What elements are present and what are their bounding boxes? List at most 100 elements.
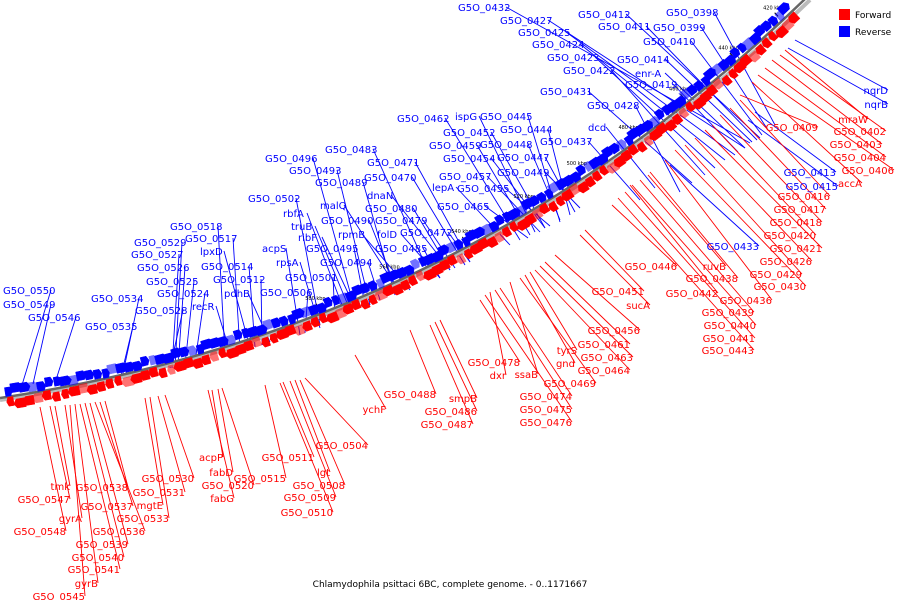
reverse-leader-line [587, 90, 693, 184]
tick-label: 440 kbp [718, 46, 738, 52]
reverse-gene-label: G5O_0472 [400, 228, 452, 239]
forward-feature-arrow [192, 357, 204, 369]
forward-leader-line [99, 401, 134, 507]
reverse-feature-arrow [493, 214, 505, 226]
reverse-gene-label: ribF [298, 233, 317, 244]
legend-forward-label: Forward [855, 11, 891, 21]
forward-leader-line [751, 81, 863, 184]
forward-gene-label: G5O_0417 [774, 205, 826, 216]
forward-gene-label: G5O_0463 [581, 353, 633, 364]
forward-feature-arrow [781, 18, 795, 31]
reverse-gene-label: G5O_0424 [532, 40, 584, 51]
forward-feature-arrow [351, 298, 362, 311]
reverse-gene-label: acpS [262, 244, 286, 255]
reverse-gene-label: G5O_0483 [325, 145, 377, 156]
forward-feature-arrow [487, 235, 499, 248]
reverse-gene-label: G5O_0410 [643, 37, 695, 48]
forward-leader-line [639, 179, 755, 313]
forward-leader-line [509, 281, 539, 375]
forward-feature-arrow [242, 339, 255, 352]
forward-leader-line [674, 149, 807, 287]
reverse-leader-line [32, 303, 52, 385]
forward-feature-arrow [167, 364, 176, 375]
tick-label: 540 kbp [451, 229, 471, 235]
reverse-gene-label: G5O_0480 [365, 204, 417, 215]
reverse-feature-arrow [187, 345, 197, 357]
forward-leader-line [304, 377, 369, 446]
forward-leader-line [704, 129, 823, 249]
forward-feature-arrow [620, 149, 633, 162]
reverse-feature-arrow [92, 369, 103, 380]
reverse-feature-arrow [178, 346, 190, 358]
forward-gene-label: G5O_0421 [770, 244, 822, 255]
reverse-gene-label: malQ [320, 201, 347, 212]
tick-label: 460 kbp [669, 87, 689, 93]
reverse-gene-label: G5O_0506 [260, 288, 312, 299]
reverse-gene-label: G5O_0489 [315, 178, 367, 189]
forward-leader-line [711, 124, 817, 236]
reverse-leader-line [336, 169, 371, 306]
forward-leader-line [631, 184, 757, 326]
forward-feature-arrow [643, 135, 654, 147]
reverse-gene-label: G5O_0452 [443, 128, 495, 139]
forward-leader-line [534, 269, 631, 371]
forward-leader-line [784, 49, 869, 120]
tick-label: 520 kbp [513, 194, 533, 200]
forward-gene-label: G5O_0545 [33, 592, 85, 600]
forward-feature-arrow [699, 90, 713, 103]
forward-gene-label: G5O_0478 [468, 358, 520, 369]
forward-feature-arrow [105, 378, 115, 389]
forward-feature-arrow [310, 316, 321, 328]
forward-gene-label: G5O_0487 [421, 420, 473, 431]
reverse-leader-line [411, 176, 466, 266]
forward-gene-label: G5O_0539 [76, 540, 128, 551]
forward-leader-line [479, 299, 521, 363]
forward-feature-arrow [532, 207, 544, 220]
reverse-gene-label: G5O_0479 [375, 216, 427, 227]
forward-feature-arrow [627, 143, 640, 156]
reverse-gene-label: nqrD [864, 86, 889, 97]
reverse-feature-arrow [44, 376, 54, 388]
forward-leader-line [354, 354, 387, 410]
forward-feature-arrow [788, 11, 801, 24]
reverse-gene-label: G5O_0422 [563, 66, 615, 77]
forward-gene-label: sucA [626, 301, 650, 312]
reverse-leader-line [690, 40, 763, 136]
reverse-gene-label: G5O_0433 [707, 242, 759, 253]
reverse-gene-label: G5O_0528 [135, 306, 187, 317]
forward-leader-line [519, 277, 597, 384]
forward-leader-line [64, 404, 83, 519]
legend: Forward Reverse [839, 9, 892, 38]
forward-gene-label: ssaB [515, 370, 539, 381]
forward-gene-label: G5O_0488 [384, 390, 436, 401]
reverse-feature-arrow [409, 258, 420, 270]
forward-gene-label: G5O_0548 [14, 527, 66, 538]
forward-leader-line [79, 403, 121, 570]
forward-feature-arrow [32, 392, 44, 404]
forward-leader-line [649, 171, 739, 279]
forward-feature-arrow [86, 383, 98, 395]
reverse-leader-line [312, 157, 356, 311]
reverse-leader-line [794, 39, 889, 91]
forward-feature-arrow [158, 367, 168, 379]
forward-gene-label: G5O_0418 [770, 218, 822, 229]
legend-reverse-label: Reverse [855, 28, 892, 38]
reverse-feature-arrow [270, 317, 281, 329]
forward-leader-line [629, 184, 719, 294]
reverse-gene-label: G5O_0470 [364, 173, 416, 184]
forward-feature-arrow [755, 43, 767, 56]
forward-leader-line [739, 94, 819, 128]
forward-feature-arrow [51, 391, 62, 402]
reverse-feature-arrow [729, 47, 741, 59]
forward-leader-line [579, 234, 651, 306]
reverse-gene-label: dnaN [367, 191, 393, 202]
forward-gene-label: G5O_0486 [425, 407, 477, 418]
forward-leader-line [554, 254, 641, 331]
reverse-feature-arrow [767, 15, 779, 27]
forward-leader-line [484, 294, 573, 423]
forward-gene-label: G5O_0420 [764, 231, 816, 242]
forward-gene-label: G5O_0504 [316, 441, 368, 452]
forward-gene-label: G5O_0409 [766, 123, 818, 134]
forward-gene-label: G5O_0404 [834, 153, 886, 164]
